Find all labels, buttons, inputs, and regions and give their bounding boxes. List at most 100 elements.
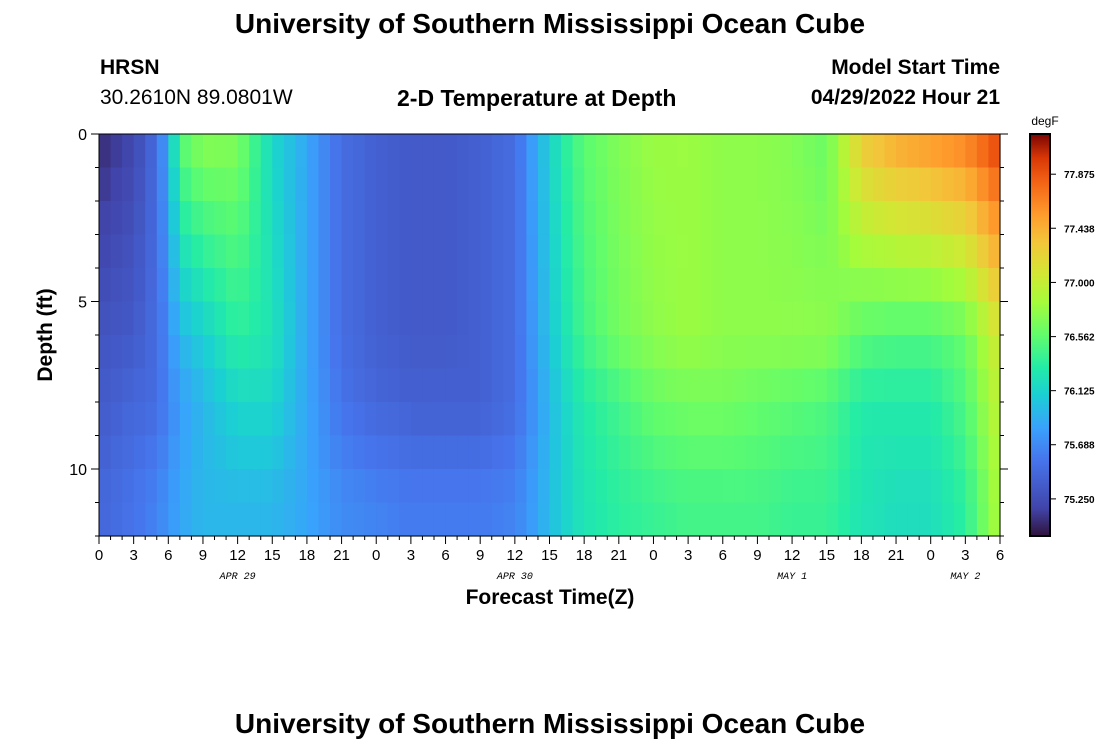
heatmap-cell	[699, 368, 712, 403]
heatmap-cell	[618, 469, 631, 504]
heatmap-cell	[942, 469, 955, 504]
heatmap-cell	[872, 435, 886, 470]
heatmap-cell	[572, 234, 585, 269]
heatmap-cell	[930, 402, 943, 437]
heatmap-cell	[595, 268, 608, 303]
heatmap-cell	[688, 435, 701, 470]
heatmap-cell	[318, 435, 331, 470]
heatmap-cell	[953, 167, 966, 202]
heatmap-cell	[745, 134, 759, 169]
heatmap-cell	[341, 402, 354, 437]
heatmap-cell	[930, 234, 943, 269]
heatmap-cell	[618, 167, 631, 202]
heatmap-cell	[226, 201, 239, 236]
heatmap-cell	[237, 301, 250, 336]
heatmap-cell	[815, 301, 828, 336]
heatmap-cell	[168, 368, 181, 403]
heatmap-cell	[145, 201, 158, 236]
heatmap-cell	[942, 201, 955, 236]
heatmap-cell	[584, 368, 597, 403]
heatmap-cell	[376, 368, 389, 403]
heatmap-cell	[676, 335, 689, 370]
heatmap-cell	[457, 167, 470, 202]
heatmap-cell	[353, 201, 366, 236]
heatmap-cell	[849, 402, 862, 437]
heatmap-cell	[711, 134, 724, 169]
heatmap-cell	[896, 469, 909, 504]
heatmap-cell	[537, 335, 551, 370]
heatmap-cell	[953, 502, 966, 537]
heatmap-cell	[156, 335, 169, 370]
heatmap-cell	[179, 469, 193, 504]
heatmap-cell	[387, 268, 400, 303]
heatmap-cell	[191, 301, 204, 336]
heatmap-cell	[410, 368, 424, 403]
heatmap-cell	[745, 402, 759, 437]
heatmap-cell	[549, 234, 562, 269]
heatmap-cell	[676, 134, 689, 169]
heatmap-cell	[630, 268, 643, 303]
heatmap-cell	[838, 167, 851, 202]
heatmap-cell	[919, 134, 932, 169]
heatmap-cell	[561, 469, 574, 504]
heatmap-cell	[226, 301, 239, 336]
heatmap-cell	[930, 335, 943, 370]
x-tick-label: 21	[888, 547, 905, 564]
heatmap-cell	[156, 435, 169, 470]
heatmap-cell	[561, 435, 574, 470]
heatmap-cell	[768, 335, 782, 370]
heatmap-cell	[792, 502, 805, 537]
heatmap-cell	[422, 134, 435, 169]
heatmap-cell	[872, 201, 886, 236]
heatmap-cell	[283, 268, 296, 303]
heatmap-cell	[665, 201, 678, 236]
heatmap-cell	[572, 167, 585, 202]
heatmap-cell	[110, 234, 123, 269]
heatmap-cell	[896, 335, 909, 370]
heatmap-cell	[179, 201, 193, 236]
heatmap-cell	[295, 301, 308, 336]
heatmap-cell	[930, 368, 943, 403]
heatmap-cell	[653, 502, 666, 537]
heatmap-cell	[595, 502, 608, 537]
heatmap-cell	[768, 167, 782, 202]
heatmap-cell	[919, 402, 932, 437]
heatmap-cell	[572, 502, 585, 537]
heatmap-cell	[584, 402, 597, 437]
heatmap-cell	[711, 469, 724, 504]
heatmap-cell	[803, 502, 816, 537]
heatmap-cell	[838, 368, 851, 403]
y-tick-label: 5	[78, 295, 87, 312]
heatmap-cell	[699, 201, 712, 236]
heatmap-cell	[272, 435, 285, 470]
heatmap-cell	[168, 402, 181, 437]
heatmap-cell	[191, 469, 204, 504]
heatmap-cell	[341, 502, 354, 537]
heatmap-cell	[711, 368, 724, 403]
heatmap-cell	[387, 435, 400, 470]
heatmap-cell	[156, 368, 169, 403]
heatmap-cell	[283, 167, 296, 202]
heatmap-cell	[480, 335, 493, 370]
heatmap-cell	[607, 167, 620, 202]
heatmap-cell	[838, 469, 851, 504]
y-axis-label: Depth (ft)	[34, 288, 57, 381]
heatmap-cell	[745, 435, 759, 470]
heatmap-cell	[676, 368, 689, 403]
heatmap-cell	[618, 268, 631, 303]
heatmap-cell	[364, 402, 377, 437]
heatmap-cell	[202, 268, 216, 303]
heatmap-cell	[942, 134, 955, 169]
heatmap-cell	[653, 301, 666, 336]
heatmap-cell	[133, 469, 146, 504]
heatmap-cell	[942, 502, 955, 537]
heatmap-cell	[503, 335, 516, 370]
heatmap-cell	[780, 435, 793, 470]
heatmap-cell	[179, 368, 193, 403]
heatmap-cell	[930, 201, 943, 236]
heatmap-cell	[191, 134, 204, 169]
heatmap-cell	[341, 301, 354, 336]
heatmap-cell	[179, 402, 193, 437]
heatmap-cell	[988, 335, 1001, 370]
heatmap-cell	[226, 134, 239, 169]
